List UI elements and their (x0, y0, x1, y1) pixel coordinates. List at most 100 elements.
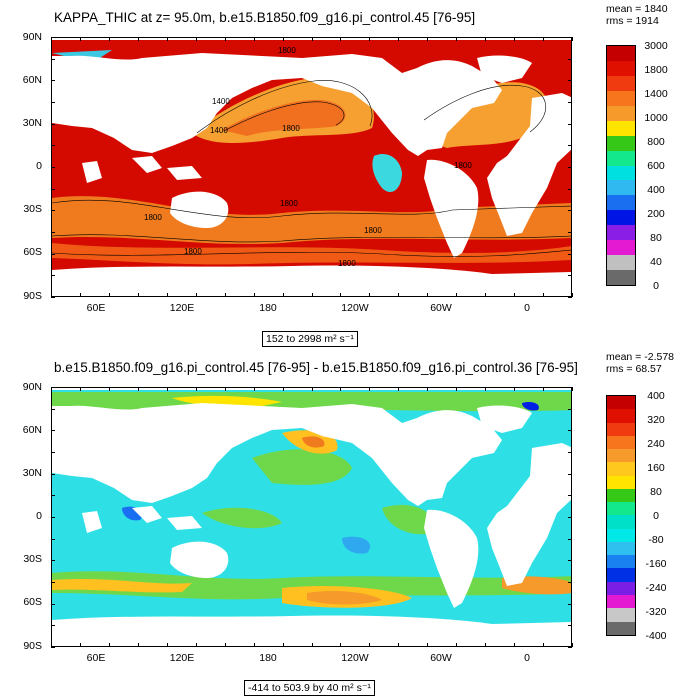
panel1-colorbar-label: 0 (653, 280, 659, 292)
axis-tick (568, 625, 572, 627)
axis-tick (568, 123, 572, 125)
axis-tick (427, 387, 429, 391)
axis-tick (485, 643, 487, 647)
land-antarctica (52, 265, 571, 296)
contour-label: 1800 (280, 199, 298, 208)
panel1-lon-label: 180 (259, 302, 277, 314)
axis-tick (51, 625, 55, 627)
axis-tick (456, 293, 458, 297)
contour-label: 1400 (210, 126, 228, 135)
axis-tick (108, 643, 110, 647)
axis-tick (311, 643, 313, 647)
axis-tick (514, 37, 516, 41)
panel1-lat-label: 60N (22, 74, 42, 86)
colorbar-swatch (607, 594, 635, 609)
axis-tick (195, 293, 197, 297)
axis-tick (108, 37, 110, 41)
contour-label: 1400 (212, 97, 230, 106)
axis-tick (427, 293, 429, 297)
axis-tick (79, 293, 81, 297)
contour-label: 1800 (282, 124, 300, 133)
land-samerica (424, 509, 479, 608)
axis-tick (543, 387, 545, 391)
axis-tick (568, 102, 572, 103)
land-africa (487, 93, 571, 236)
axis-tick (568, 408, 572, 410)
colorbar-swatch (607, 120, 635, 136)
panel2-colorbar-label: -240 (645, 582, 667, 594)
axis-tick (51, 408, 55, 410)
land-africa (487, 443, 571, 586)
colorbar-swatch (607, 90, 635, 106)
axis-tick (311, 37, 313, 41)
diff-field-arctic-yellow (172, 395, 282, 408)
land-eurasia-namerica (52, 403, 502, 506)
axis-tick (568, 253, 572, 255)
panel2-colorbar-label: -160 (645, 558, 667, 570)
panel2-colorbar-label: 80 (650, 486, 662, 498)
axis-tick (568, 452, 572, 453)
colorbar-swatch (607, 135, 635, 151)
axis-tick (543, 643, 545, 647)
axis-tick (108, 293, 110, 297)
axis-tick (398, 643, 400, 647)
colorbar-swatch (607, 488, 635, 503)
axis-tick (224, 37, 226, 41)
panel2-colorbar-label: 400 (647, 390, 665, 402)
axis-tick (398, 293, 400, 297)
panel1-lon-label: 120E (169, 302, 195, 314)
axis-tick (568, 297, 572, 298)
axis-tick (485, 293, 487, 297)
land-greenland (477, 405, 532, 433)
axis-tick (568, 210, 572, 212)
panel1-lat-label: 0 (36, 160, 42, 172)
land-samerica (424, 159, 479, 258)
panel2-colorbar-label: -80 (648, 534, 664, 546)
contour-label: 1800 (454, 161, 472, 170)
colorbar-swatch (607, 449, 635, 463)
colorbar-swatch (607, 502, 635, 516)
axis-tick (195, 643, 197, 647)
colorbar-swatch (607, 150, 635, 166)
panel2-colorbar-label: 240 (647, 438, 665, 450)
contour-label: 1800 (338, 259, 356, 268)
axis-tick (427, 643, 429, 647)
axis-tick (137, 293, 139, 297)
land-antarctica (52, 615, 571, 646)
panel1-lat-label: 60S (23, 246, 42, 258)
colorbar-swatch (607, 396, 635, 410)
panel1-lon-label: 60E (86, 302, 106, 314)
axis-tick (568, 430, 572, 432)
axis-tick (166, 293, 168, 297)
axis-tick (369, 387, 371, 391)
axis-tick (282, 643, 284, 647)
axis-tick (79, 643, 81, 647)
axis-tick (51, 560, 55, 562)
land-greenland (477, 55, 532, 83)
panel1-colorbar-label: 400 (647, 184, 665, 196)
axis-tick (51, 80, 55, 82)
axis-tick (51, 517, 55, 518)
axis-tick (568, 560, 572, 562)
axis-tick (137, 387, 139, 391)
panel2-mean: mean = -2.578 (606, 351, 675, 363)
axis-tick (51, 293, 52, 297)
axis-tick (568, 188, 572, 190)
contour-label-group: 1800 1400 1400 1800 1800 1800 1800 1800 … (144, 46, 472, 268)
panel1-colorbar-label: 200 (647, 208, 665, 220)
axis-tick (224, 387, 226, 391)
diff-field-south-orange (307, 590, 382, 605)
panel2-title: b.e15.B1850.f09_g16.pi_control.45 [76-95… (54, 360, 578, 375)
panel2-range-label: -414 to 503.9 by 40 m² s⁻¹ (244, 680, 375, 696)
panel2-lat-label: 30S (23, 553, 42, 565)
panel1-colorbar-label: 800 (647, 136, 665, 148)
axis-tick (108, 387, 110, 391)
panel1-lat-label: 30S (23, 203, 42, 215)
panel1-lat-label: 30N (22, 117, 42, 129)
axis-tick (51, 430, 55, 432)
axis-tick (51, 387, 52, 391)
colorbar-swatch (607, 46, 635, 61)
panel1-lon-label: 0 (524, 302, 530, 314)
land-eurasia-namerica (52, 53, 502, 156)
colorbar-swatch (607, 270, 635, 285)
